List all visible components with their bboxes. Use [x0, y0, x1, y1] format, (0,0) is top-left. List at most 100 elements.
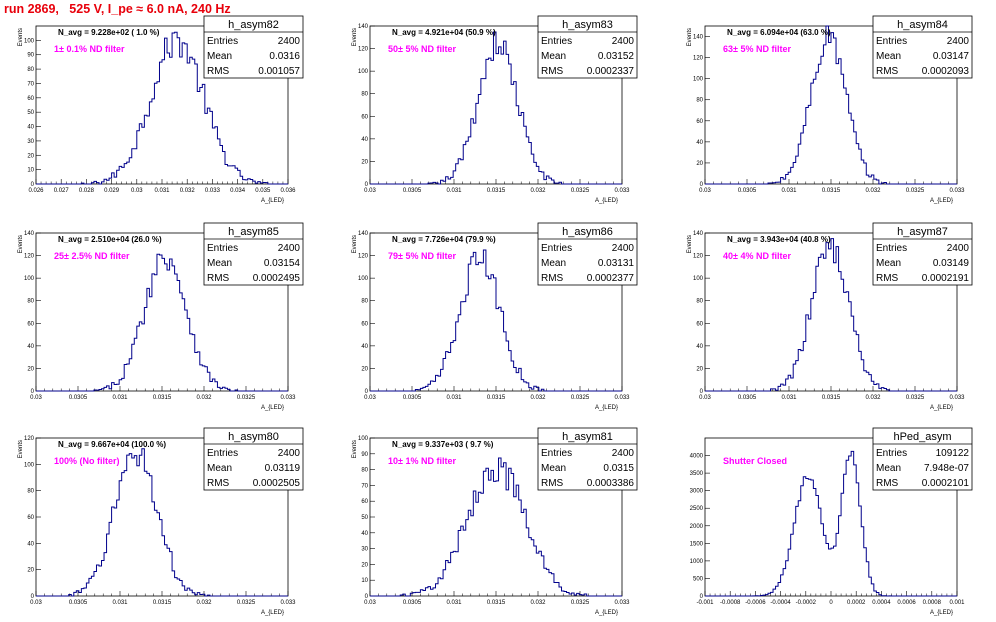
x-tick-label: 0.031	[446, 395, 462, 401]
stats-box: h_asym82 Entries 2400 Mean 0.0316 RMS 0.001057	[203, 15, 304, 79]
x-tick-label: 0.0315	[487, 395, 506, 401]
hist-name: h_asym82	[228, 19, 279, 31]
y-tick-label: 120	[358, 254, 369, 260]
x-tick-label: 0.0305	[738, 188, 757, 194]
histogram-panel: 0.03 0.0305 0.031 0.0315 0.032 0.0325 0.033 0 20…	[352, 15, 638, 204]
x-tick-label: 0.031	[112, 395, 128, 401]
x-tick-label: 0.031	[446, 188, 462, 194]
y-tick-label: 0	[700, 182, 704, 188]
stat-label-entries: Entries	[541, 448, 572, 459]
x-tick-label: 0.031	[781, 395, 797, 401]
histogram-line	[36, 448, 288, 597]
navg-label: N_avg = 9.337e+03 ( 9.7 %)	[392, 440, 494, 449]
hist-name: h_asym83	[562, 19, 613, 31]
y-tick-label: 100	[24, 276, 35, 282]
y-tick-label: 80	[361, 468, 368, 474]
x-tick-label: 0.0325	[906, 188, 925, 194]
y-tick-label: 80	[27, 299, 34, 305]
y-tick-label: 60	[696, 119, 703, 125]
stat-value-entries: 2400	[612, 36, 635, 47]
y-tick-label: 0	[365, 594, 369, 600]
y-tick-label: 80	[696, 98, 703, 104]
y-tick-label: 30	[27, 139, 34, 145]
x-tick-label: -0.0006	[745, 600, 766, 606]
navg-label: N_avg = 2.510e+04 (26.0 %)	[58, 235, 162, 244]
stat-label-entries: Entries	[541, 36, 572, 47]
y-tick-label: 90	[27, 53, 34, 59]
x-tick-label: 0.0325	[571, 600, 590, 606]
histogram-panel: 0.03 0.0305 0.031 0.0315 0.032 0.0325 0.033 0 20…	[687, 15, 973, 204]
stat-label-mean: Mean	[207, 51, 232, 62]
hist-name: h_asym84	[897, 19, 948, 31]
filter-label: 10± 1% ND filter	[388, 456, 456, 466]
stat-value-mean: 0.0316	[269, 51, 300, 62]
filter-label: 40± 4% ND filter	[723, 251, 791, 261]
hist-name: h_asym87	[897, 226, 948, 238]
x-tick-label: -0.001	[696, 600, 714, 606]
histogram-line	[370, 249, 622, 392]
y-tick-label: 70	[27, 81, 34, 87]
x-tick-label: 0.033	[205, 188, 221, 194]
stats-box: h_asym81 Entries 2400 Mean 0.0315 RMS 0.000338…	[537, 427, 638, 491]
y-tick-label: 100	[358, 436, 369, 442]
y-tick-label: 100	[693, 77, 704, 83]
x-tick-label: 0.031	[446, 600, 462, 606]
y-tick-label: 20	[696, 161, 703, 167]
x-tick-label: 0.03	[30, 600, 42, 606]
stat-value-mean: 7.948e-07	[924, 463, 969, 474]
y-tick-label: 2500	[690, 506, 704, 512]
y-tick-label: 60	[696, 321, 703, 327]
y-tick-label: 120	[693, 254, 704, 260]
stats-box-frame	[203, 222, 304, 286]
y-tick-label: 60	[27, 96, 34, 102]
y-tick-label: 40	[27, 541, 34, 547]
stats-box: h_asym87 Entries 2400 Mean 0.03149 RMS 0.00021…	[872, 222, 973, 286]
filter-label: 1± 0.1% ND filter	[54, 44, 125, 54]
stat-label-mean: Mean	[876, 51, 901, 62]
run-title: run 2869, 525 V, I_pe ≈ 6.0 nA, 240 Hz	[4, 2, 231, 16]
stat-value-rms: 0.0002377	[587, 273, 635, 284]
y-tick-label: 80	[361, 92, 368, 98]
x-tick-label: 0.033	[614, 395, 630, 401]
stat-value-entries: 2400	[278, 36, 301, 47]
y-tick-label: 1000	[690, 559, 704, 565]
stat-label-mean: Mean	[541, 258, 566, 269]
stat-value-entries: 2400	[947, 36, 970, 47]
filter-label: 79± 5% ND filter	[388, 251, 456, 261]
y-tick-label: 20	[696, 366, 703, 372]
y-tick-label: 140	[358, 24, 369, 30]
stat-value-rms: 0.0002101	[922, 478, 970, 489]
y-tick-label: 1500	[690, 541, 704, 547]
y-tick-label: 50	[27, 110, 34, 116]
stats-box-frame	[872, 222, 973, 286]
navg-label: N_avg = 9.228e+02 ( 1.0 %)	[58, 28, 160, 37]
x-tick-label: 0.03	[699, 188, 711, 194]
x-tick-label: 0.03	[699, 395, 711, 401]
stats-box: hPed_asym Entries 109122 Mean 7.948e-07 RMS 0.…	[872, 427, 973, 491]
x-tick-label: 0.032	[530, 395, 546, 401]
x-tick-label: 0.0315	[153, 395, 172, 401]
stat-label-mean: Mean	[207, 258, 232, 269]
x-tick-label: 0.0006	[897, 600, 916, 606]
y-tick-label: 80	[361, 299, 368, 305]
x-tick-label: 0.036	[280, 188, 296, 194]
x-axis-title: A_{LED}	[930, 198, 953, 204]
stat-value-entries: 2400	[278, 243, 301, 254]
histogram-panel: -0.001 -0.0008 -0.0006 -0.0004 -0.0002 0 0.000…	[690, 427, 973, 616]
stat-value-entries: 2400	[278, 448, 301, 459]
y-tick-label: 10	[27, 168, 34, 174]
stat-label-mean: Mean	[541, 463, 566, 474]
x-tick-label: 0.001	[949, 600, 965, 606]
histogram-panel: 0.026 0.027 0.028 0.029 0.03 0.031 0.032 0.033 0…	[18, 15, 304, 204]
y-tick-label: 120	[24, 254, 35, 260]
x-axis-title: A_{LED}	[261, 198, 284, 204]
x-tick-label: 0.026	[28, 188, 44, 194]
y-tick-label: 20	[361, 159, 368, 165]
y-tick-label: 70	[361, 483, 368, 489]
stat-label-rms: RMS	[207, 478, 230, 489]
hist-name: h_asym80	[228, 431, 279, 443]
y-axis-title: Events	[18, 235, 24, 253]
stat-label-rms: RMS	[207, 273, 230, 284]
y-tick-label: 100	[24, 38, 35, 44]
stat-label-entries: Entries	[207, 243, 238, 254]
